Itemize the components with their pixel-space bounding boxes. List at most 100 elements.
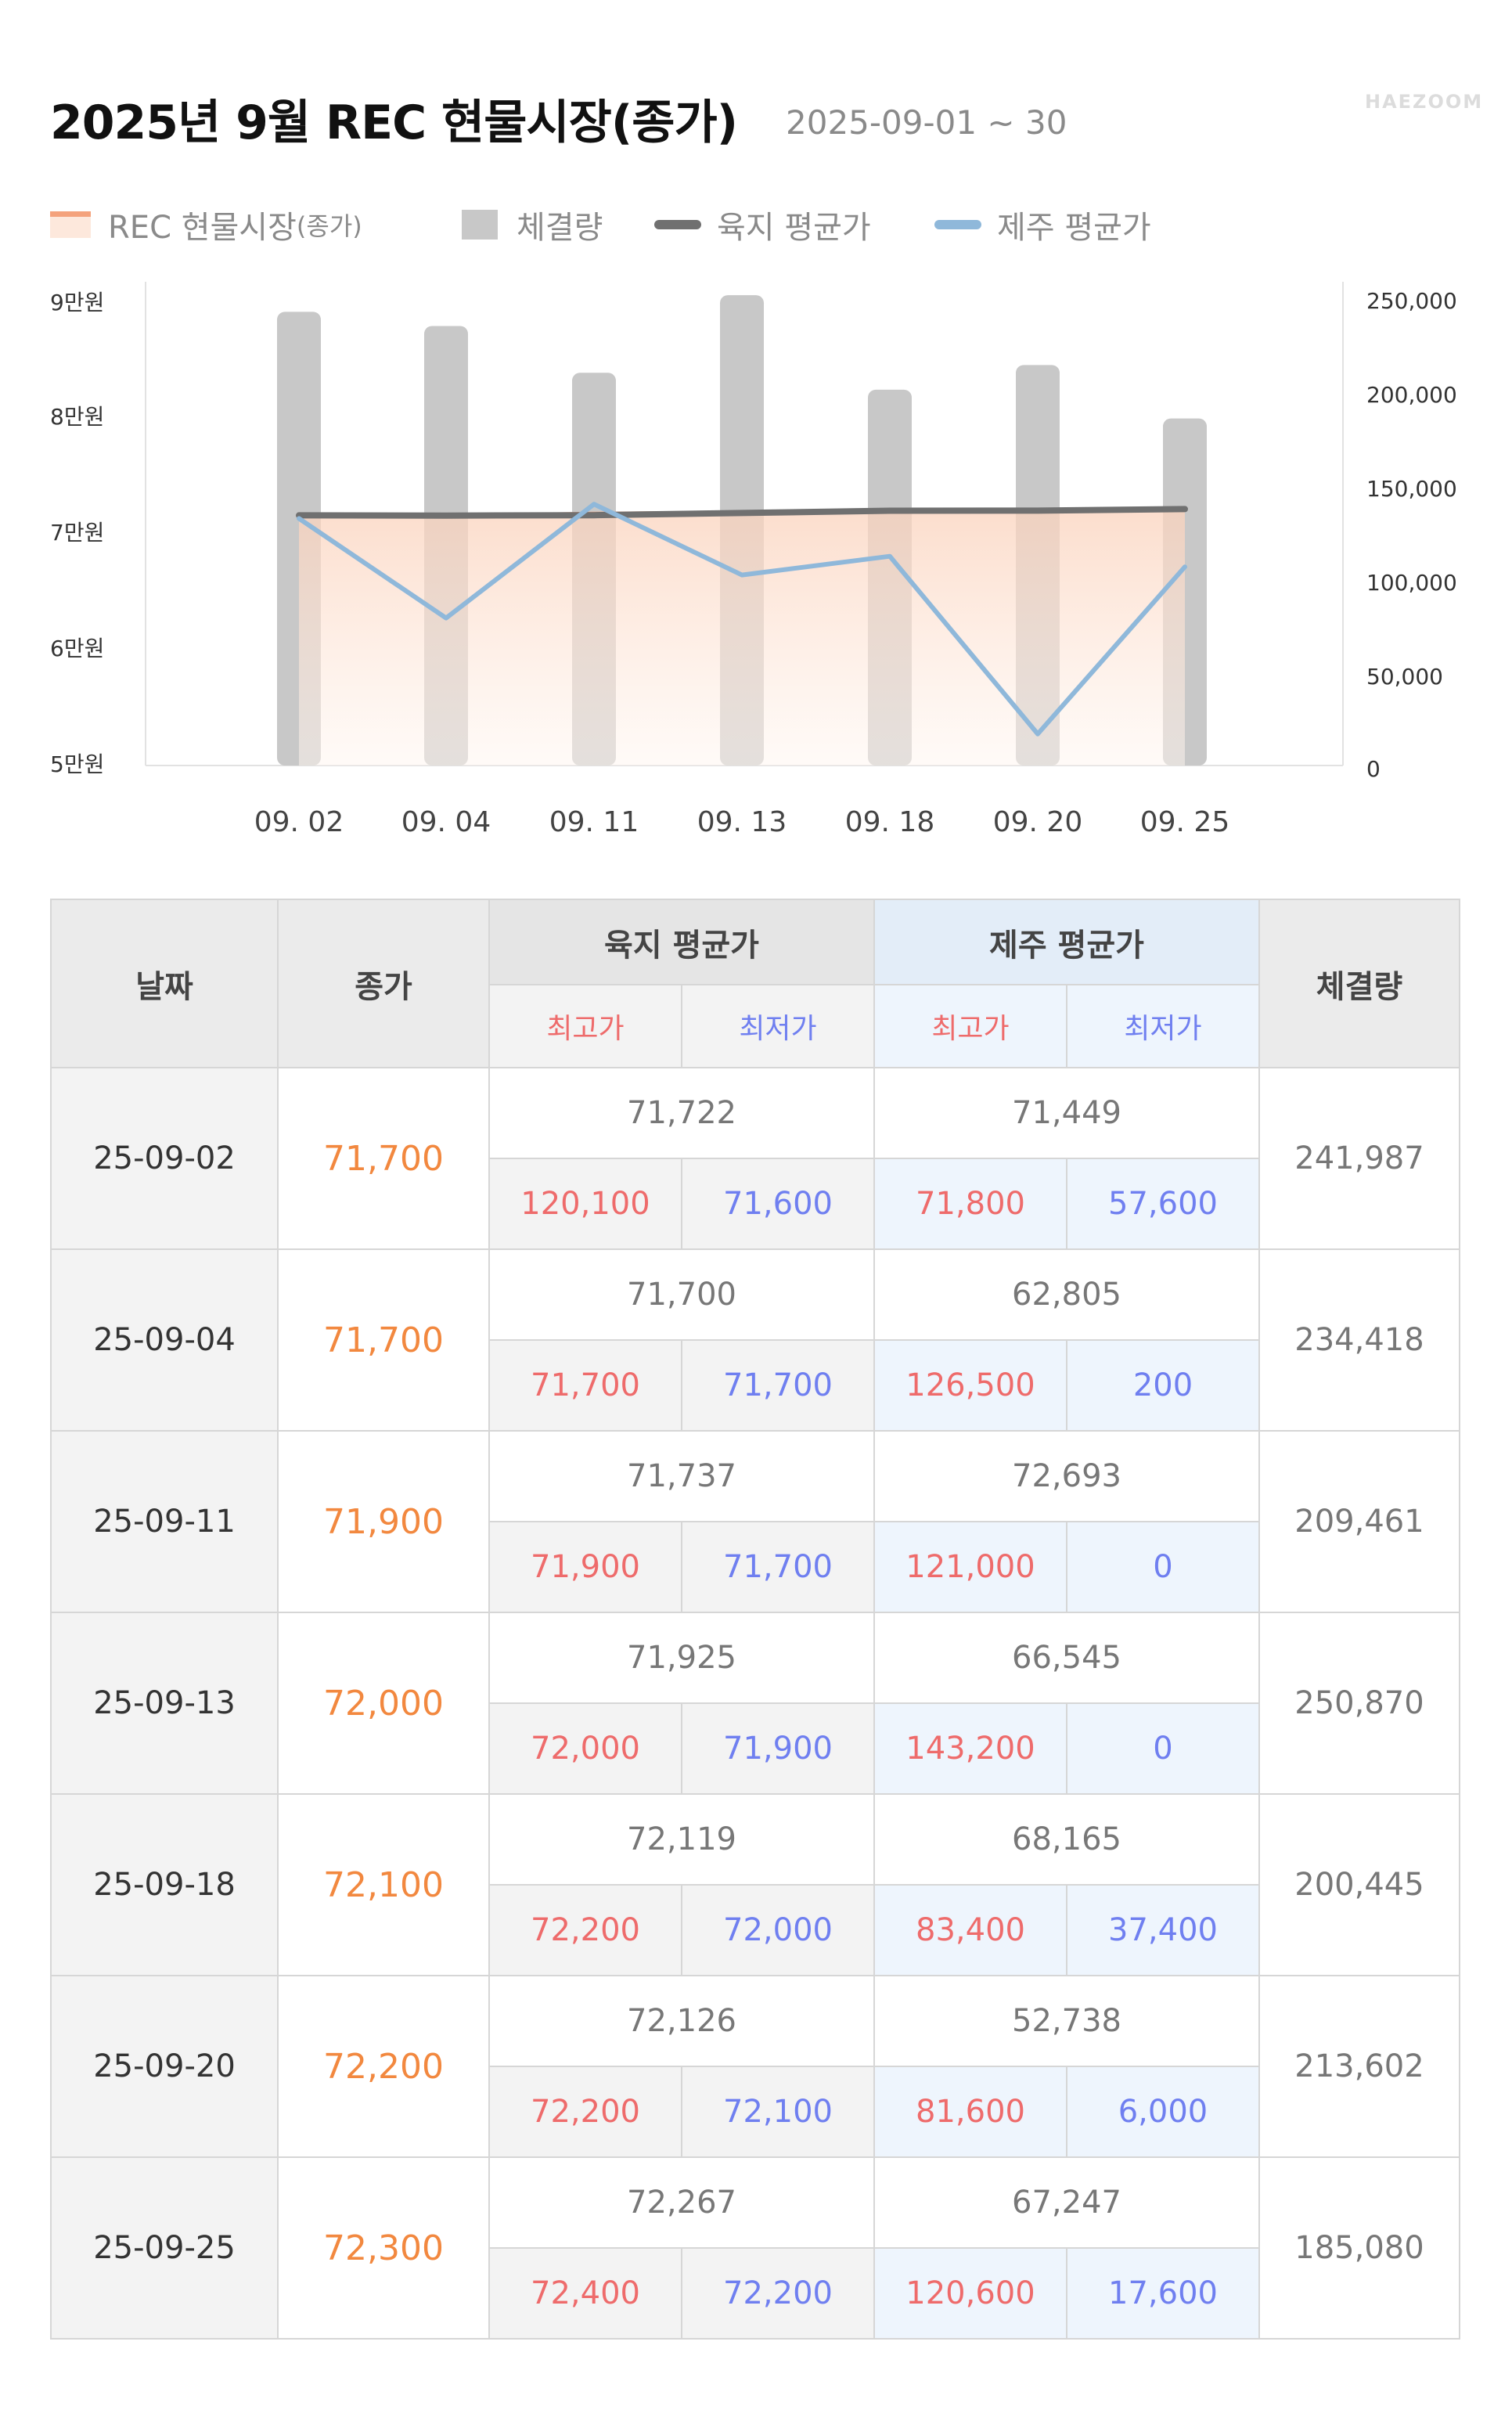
cell-close: 72,000 bbox=[277, 1612, 490, 1795]
table-row: 25-09-04 71,700 71,700 62,805 234,418 bbox=[50, 1248, 1460, 1432]
x-tick-label: 09. 18 bbox=[845, 806, 935, 838]
cell-close: 72,200 bbox=[277, 1975, 490, 2158]
legend-item-volume: 체결량 bbox=[462, 205, 603, 246]
cell-jeju-high: 120,600 bbox=[873, 2247, 1067, 2340]
table-row-sub: 71,900 71,700 121,000 0 bbox=[51, 1521, 1460, 1613]
left-tick-label: 9만원 bbox=[50, 290, 104, 315]
header-land-low: 최저가 bbox=[681, 984, 875, 1068]
legend-item-land: 육지 평균가 bbox=[654, 205, 871, 246]
cell-close: 71,900 bbox=[277, 1430, 490, 1613]
right-tick-label: 200,000 bbox=[1366, 382, 1457, 408]
header-close: 종가 bbox=[277, 899, 490, 1068]
cell-land-avg: 71,925 bbox=[488, 1612, 875, 1704]
rec-area-swatch-icon bbox=[50, 211, 91, 238]
header-land-avg: 육지 평균가 bbox=[488, 899, 875, 985]
cell-date: 25-09-02 bbox=[50, 1067, 279, 1250]
cell-close: 72,100 bbox=[277, 1793, 490, 1976]
table-row: 25-09-13 72,000 71,925 66,545 250,870 bbox=[50, 1612, 1460, 1795]
legend-rec-sub: (종가) bbox=[296, 211, 362, 241]
cell-land-avg: 72,119 bbox=[488, 1793, 875, 1886]
cell-land-avg: 72,126 bbox=[488, 1975, 875, 2067]
cell-date: 25-09-11 bbox=[50, 1430, 279, 1613]
cell-land-high: 72,200 bbox=[488, 1884, 682, 1976]
date-range: 2025-09-01 ~ 30 bbox=[786, 103, 1067, 142]
x-tick-label: 09. 02 bbox=[254, 806, 344, 838]
left-tick-label: 5만원 bbox=[50, 751, 104, 777]
cell-jeju-avg: 68,165 bbox=[873, 1793, 1260, 1886]
cell-land-low: 71,700 bbox=[681, 1521, 875, 1613]
cell-jeju-low: 37,400 bbox=[1066, 1884, 1260, 1976]
left-tick-label: 6만원 bbox=[50, 636, 104, 661]
jeju-line-swatch-icon bbox=[934, 220, 981, 229]
cell-date: 25-09-13 bbox=[50, 1612, 279, 1795]
cell-volume: 234,418 bbox=[1258, 1248, 1460, 1432]
cell-jeju-low: 6,000 bbox=[1066, 2066, 1260, 2158]
table-row: 25-09-18 72,100 72,119 68,165 200,445 bbox=[50, 1793, 1460, 1976]
cell-close: 72,300 bbox=[277, 2156, 490, 2340]
cell-jeju-high: 81,600 bbox=[873, 2066, 1067, 2158]
cell-jeju-avg: 67,247 bbox=[873, 2156, 1260, 2249]
table-body: 25-09-02 71,700 71,722 71,449 241,987 12… bbox=[50, 1067, 1460, 2340]
cell-jeju-avg: 66,545 bbox=[873, 1612, 1260, 1704]
table-row-sub: 72,200 72,100 81,600 6,000 bbox=[51, 2066, 1460, 2158]
cell-volume: 241,987 bbox=[1258, 1067, 1460, 1250]
left-tick-label: 7만원 bbox=[50, 520, 104, 546]
cell-jeju-high: 143,200 bbox=[873, 1702, 1067, 1795]
table-row-sub: 72,000 71,900 143,200 0 bbox=[51, 1702, 1460, 1795]
cell-land-avg: 71,700 bbox=[488, 1248, 875, 1341]
legend-rec-label: REC 현물시장 bbox=[108, 210, 297, 246]
table-row-sub: 72,200 72,000 83,400 37,400 bbox=[51, 1884, 1460, 1976]
legend-volume-label: 체결량 bbox=[517, 210, 603, 246]
cell-land-high: 72,200 bbox=[488, 2066, 682, 2158]
jeju-avg-line bbox=[297, 502, 1187, 737]
header-jeju-avg: 제주 평균가 bbox=[873, 899, 1260, 985]
header-land-high: 최고가 bbox=[488, 984, 682, 1068]
cell-close: 71,700 bbox=[277, 1248, 490, 1432]
legend-land-label: 육지 평균가 bbox=[717, 210, 871, 246]
table-row-sub: 120,100 71,600 71,800 57,600 bbox=[51, 1158, 1460, 1250]
table-row: 25-09-20 72,200 72,126 52,738 213,602 bbox=[50, 1975, 1460, 2158]
cell-land-low: 71,600 bbox=[681, 1158, 875, 1250]
rec-close-area bbox=[299, 508, 1185, 766]
cell-land-high: 120,100 bbox=[488, 1158, 682, 1250]
rec-price-table: 날짜 종가 육지 평균가 제주 평균가 체결량 최고가 최저가 최고가 최저가 … bbox=[50, 899, 1460, 2340]
header-jeju-high: 최고가 bbox=[873, 984, 1067, 1068]
cell-land-low: 72,200 bbox=[681, 2247, 875, 2340]
cell-jeju-low: 0 bbox=[1066, 1702, 1260, 1795]
land-avg-line bbox=[296, 506, 1188, 519]
right-tick-label: 250,000 bbox=[1366, 288, 1457, 314]
land-line-swatch-icon bbox=[654, 220, 701, 229]
left-tick-label: 8만원 bbox=[50, 404, 104, 430]
cell-jeju-low: 200 bbox=[1066, 1339, 1260, 1432]
cell-volume: 200,445 bbox=[1258, 1793, 1460, 1976]
cell-jeju-avg: 62,805 bbox=[873, 1248, 1260, 1341]
cell-close: 71,700 bbox=[277, 1067, 490, 1250]
table-row: 25-09-02 71,700 71,722 71,449 241,987 bbox=[50, 1067, 1460, 1250]
cell-jeju-high: 71,800 bbox=[873, 1158, 1067, 1250]
cell-land-high: 71,900 bbox=[488, 1521, 682, 1613]
right-tick-label: 100,000 bbox=[1366, 570, 1457, 596]
cell-jeju-high: 121,000 bbox=[873, 1521, 1067, 1613]
cell-land-low: 72,000 bbox=[681, 1884, 875, 1976]
cell-land-avg: 71,722 bbox=[488, 1067, 875, 1159]
chart-legend: REC 현물시장 (종가) 체결량 육지 평균가 제주 평균가 bbox=[50, 205, 1459, 246]
cell-land-low: 71,700 bbox=[681, 1339, 875, 1432]
right-tick-label: 50,000 bbox=[1366, 664, 1443, 690]
cell-jeju-high: 126,500 bbox=[873, 1339, 1067, 1432]
cell-jeju-avg: 52,738 bbox=[873, 1975, 1260, 2067]
legend-item-jeju: 제주 평균가 bbox=[934, 205, 1151, 246]
cell-jeju-low: 57,600 bbox=[1066, 1158, 1260, 1250]
right-tick-label: 0 bbox=[1366, 756, 1381, 782]
cell-jeju-avg: 72,693 bbox=[873, 1430, 1260, 1522]
legend-jeju-label: 제주 평균가 bbox=[997, 210, 1151, 246]
cell-volume: 250,870 bbox=[1258, 1612, 1460, 1795]
x-tick-label: 09. 04 bbox=[401, 806, 491, 838]
cell-land-low: 72,100 bbox=[681, 2066, 875, 2158]
cell-date: 25-09-04 bbox=[50, 1248, 279, 1432]
cell-jeju-high: 83,400 bbox=[873, 1884, 1067, 1976]
volume-swatch-icon bbox=[462, 210, 498, 240]
legend-item-rec: REC 현물시장 (종가) bbox=[50, 205, 362, 246]
cell-land-high: 72,000 bbox=[488, 1702, 682, 1795]
x-tick-label: 09. 11 bbox=[549, 806, 639, 838]
cell-date: 25-09-25 bbox=[50, 2156, 279, 2340]
